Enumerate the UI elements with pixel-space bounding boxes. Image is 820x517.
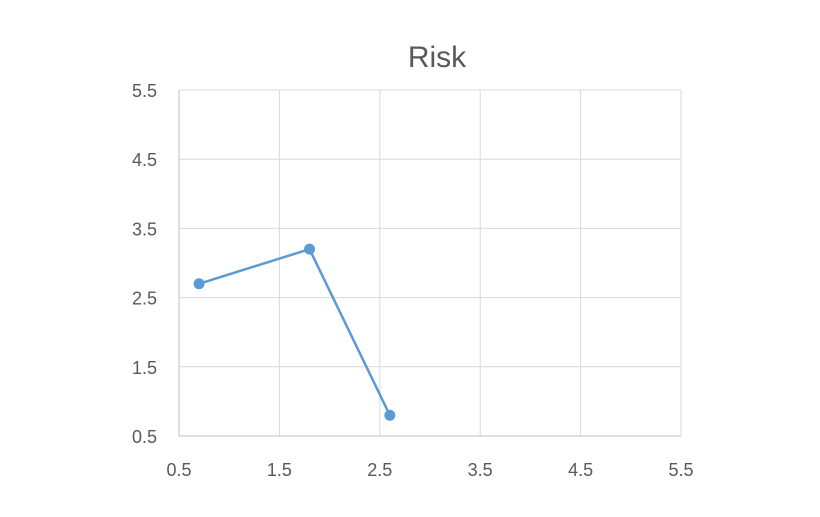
x-tick-label: 5.5 [668,460,693,480]
grid [179,89,682,436]
x-tick-label: 3.5 [468,460,493,480]
series-line [198,247,391,416]
data-point [193,278,205,290]
x-tick-labels: 0.5 1.5 2.5 3.5 4.5 5.5 [166,460,693,480]
x-tick-label: 2.5 [367,460,392,480]
y-tick-label: 4.5 [132,150,157,170]
y-tick-label: 3.5 [132,219,157,239]
axes [178,90,681,437]
y-tick-label: 5.5 [132,81,157,101]
x-tick-label: 1.5 [267,460,292,480]
y-tick-label: 1.5 [132,358,157,378]
data-point [384,409,396,421]
x-tick-label: 4.5 [568,460,593,480]
data-point [304,243,316,255]
series-group [193,243,396,421]
chart-title: Risk [408,41,467,74]
y-tick-label: 0.5 [132,427,157,447]
x-tick-label: 0.5 [166,460,191,480]
y-tick-labels: 0.5 1.5 2.5 3.5 4.5 5.5 [132,81,157,447]
y-tick-label: 2.5 [132,289,157,309]
